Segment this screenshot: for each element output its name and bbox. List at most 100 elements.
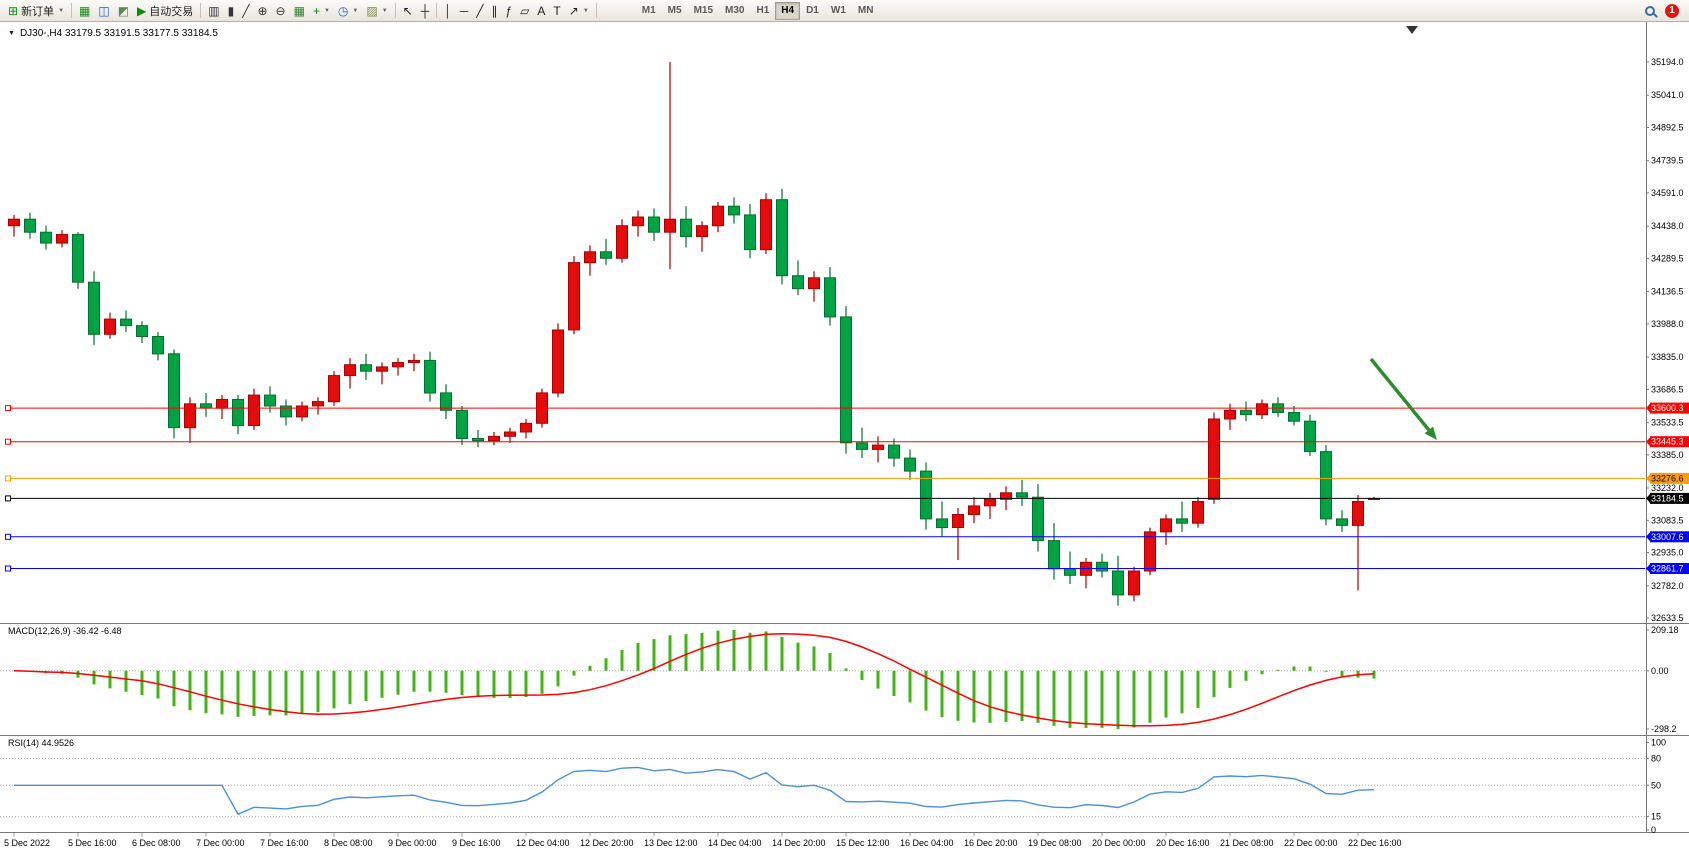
candle[interactable] (408, 353, 420, 372)
candle-body[interactable] (296, 405, 308, 418)
candle-body[interactable] (984, 498, 996, 507)
text-button[interactable]: A (533, 1, 549, 21)
price-axis-label[interactable]: 33686.5 (1651, 384, 1684, 394)
candle[interactable] (328, 371, 340, 406)
candle-body[interactable] (1096, 561, 1108, 572)
price-tag-bg[interactable] (1650, 472, 1689, 484)
timeframe-button-mn[interactable]: MN (857, 5, 874, 16)
hline-handle[interactable] (5, 475, 11, 482)
price-axis-label[interactable]: 32935.0 (1651, 548, 1684, 558)
price-tag-bg[interactable] (1650, 492, 1689, 504)
candle-body[interactable] (152, 336, 164, 355)
candle-body[interactable] (472, 438, 484, 442)
candle[interactable] (72, 232, 84, 289)
candle-body[interactable] (1160, 518, 1172, 533)
candle-body[interactable] (568, 262, 580, 331)
candle-body[interactable] (488, 435, 500, 442)
price-tag-label[interactable]: 33600.3 (1651, 403, 1684, 413)
candle[interactable] (632, 210, 644, 237)
candle-body[interactable] (648, 216, 660, 233)
candle[interactable] (472, 429, 484, 448)
candle-body[interactable] (1224, 409, 1236, 420)
candle-body[interactable] (664, 218, 676, 233)
horizontal-lines[interactable] (5, 405, 1646, 572)
candle[interactable] (312, 397, 324, 415)
candle[interactable] (584, 245, 596, 276)
candle[interactable] (456, 406, 468, 446)
candle[interactable] (920, 462, 932, 530)
candle[interactable] (1080, 558, 1092, 589)
candle-body[interactable] (632, 216, 644, 227)
candle-body[interactable] (216, 399, 228, 409)
candle[interactable] (1240, 401, 1252, 422)
candle-body[interactable] (504, 431, 516, 437)
candlestick-chart-button[interactable]: ▮ (224, 1, 239, 21)
time-axis-label[interactable]: 19 Dec 08:00 (1028, 838, 1082, 848)
candle-body[interactable] (936, 518, 948, 529)
candles[interactable] (8, 62, 1380, 606)
candle-body[interactable] (376, 366, 388, 372)
candle-body[interactable] (1304, 420, 1316, 453)
cursor-button[interactable]: ↖ (399, 1, 417, 21)
candle-body[interactable] (584, 251, 596, 264)
time-axis-label[interactable]: 16 Dec 04:00 (900, 838, 954, 848)
candle[interactable] (728, 197, 740, 224)
candle[interactable] (1048, 523, 1060, 580)
candle[interactable] (1176, 501, 1188, 532)
rsi-axis-label[interactable]: 15 (1651, 812, 1661, 822)
macd-axis[interactable]: 209.18 0.00 -298.2 (1646, 625, 1679, 734)
time-axis-label[interactable]: 5 Dec 2022 (4, 838, 50, 848)
price-tag-bg[interactable] (1650, 531, 1689, 543)
price-axis-label[interactable]: 34739.5 (1651, 156, 1684, 166)
candle[interactable] (520, 419, 532, 439)
time-axis-label[interactable]: 22 Dec 16:00 (1348, 838, 1402, 848)
price-tag-label[interactable]: 33276.6 (1651, 473, 1684, 483)
candle-body[interactable] (920, 470, 932, 520)
rsi-axis[interactable]: 100 80 50 15 0 (1646, 738, 1666, 836)
candle[interactable] (424, 351, 436, 402)
time-axis-label[interactable]: 7 Dec 16:00 (260, 838, 309, 848)
candle-body[interactable] (40, 231, 52, 244)
macd-axis-label[interactable]: -298.2 (1651, 724, 1677, 734)
candle[interactable] (808, 271, 820, 302)
candle[interactable] (1016, 479, 1028, 506)
price-axis-label[interactable]: 33988.0 (1651, 319, 1684, 329)
time-axis-label[interactable]: 7 Dec 00:00 (196, 838, 245, 848)
channel-button[interactable]: ∥ (487, 1, 501, 21)
candle-body[interactable] (72, 233, 84, 283)
price-tag-arrow[interactable] (1646, 531, 1651, 543)
candle[interactable] (8, 214, 20, 237)
rsi-axis-label[interactable]: 0 (1651, 825, 1656, 835)
candle-body[interactable] (8, 218, 20, 227)
candle[interactable] (840, 306, 852, 454)
crosshair-button[interactable]: ┼ (417, 1, 434, 21)
horizontal-line-button[interactable]: ─ (456, 1, 473, 21)
candle[interactable] (200, 392, 212, 417)
candle-body[interactable] (1256, 403, 1268, 416)
collapse-arrow-icon[interactable]: ▼ (8, 30, 15, 37)
candle[interactable] (1288, 406, 1300, 426)
trend-arrow-line[interactable] (1369, 357, 1431, 432)
candle-body[interactable] (88, 281, 100, 335)
chart-canvas[interactable]: 35194.0 35041.0 34892.5 34739.5 34591.0 34438… (0, 22, 1689, 859)
timeframe-button-m30[interactable]: M30 (725, 5, 745, 16)
time-axis-label[interactable]: 22 Dec 00:00 (1284, 838, 1338, 848)
price-axis-label[interactable]: 34289.5 (1651, 253, 1684, 263)
hline-handle[interactable] (5, 533, 11, 540)
tile-windows-button[interactable]: ▦ (290, 1, 309, 21)
candle[interactable] (1096, 553, 1108, 578)
candle-body[interactable] (168, 353, 180, 429)
price-tag-arrow[interactable] (1646, 402, 1651, 414)
shapes-button[interactable]: ▱ (516, 1, 533, 21)
candle-body[interactable] (696, 225, 708, 238)
time-axis-label[interactable]: 16 Dec 20:00 (964, 838, 1018, 848)
time-axis-label[interactable]: 6 Dec 08:00 (132, 838, 181, 848)
rsi-axis-label[interactable]: 50 (1651, 780, 1661, 790)
timeframe-button-w1[interactable]: W1 (830, 5, 846, 16)
candle-body[interactable] (312, 401, 324, 407)
charts-profile-button[interactable]: ▦ (75, 1, 94, 21)
candle[interactable] (1304, 414, 1316, 456)
candle-body[interactable] (1352, 501, 1364, 526)
candle-body[interactable] (840, 316, 852, 444)
trendline-button[interactable]: ╱ (472, 1, 487, 21)
